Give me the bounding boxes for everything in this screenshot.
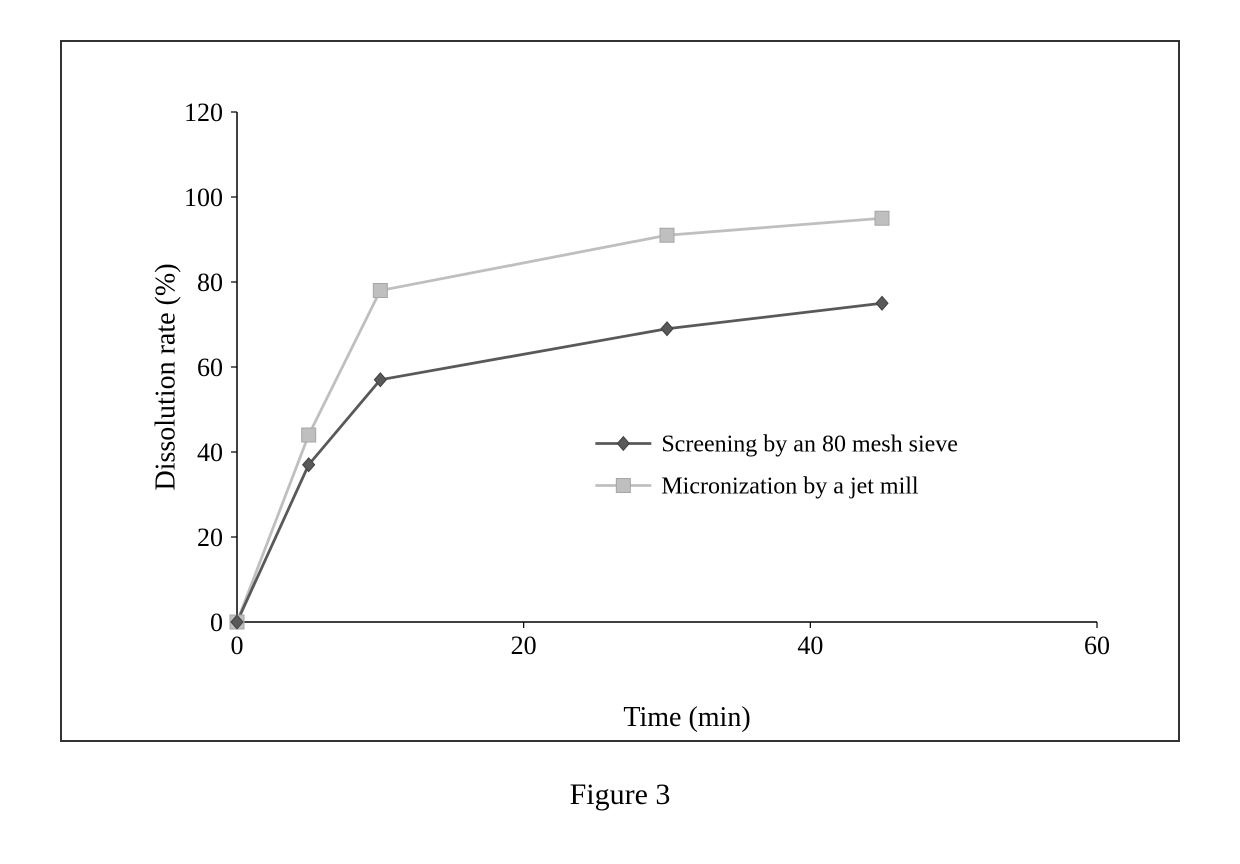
chart-frame: Dissolution rate (%) 0 20 40 60 0 20 40 60 80 100… <box>60 40 1180 742</box>
legend-label: Screening by an 80 mesh sieve <box>661 432 958 458</box>
y-tick-label: 40 <box>197 438 223 467</box>
y-tick-label: 120 <box>184 98 223 127</box>
x-axis-label: Time (min) <box>237 702 1137 734</box>
y-tick-label: 80 <box>197 268 223 297</box>
series-line <box>237 303 882 622</box>
chart-svg: 0204060020406080100120Screening by an 80… <box>237 102 1137 662</box>
square-marker <box>875 211 889 225</box>
square-marker <box>373 284 387 298</box>
square-marker <box>660 228 674 242</box>
y-axis-label-wrap: Dissolution rate (%) <box>147 97 187 657</box>
diamond-marker <box>876 296 888 310</box>
square-marker <box>302 428 316 442</box>
y-tick-label: 60 <box>197 353 223 382</box>
page: Dissolution rate (%) 0 20 40 60 0 20 40 60 80 100… <box>0 0 1240 864</box>
figure-caption: Figure 3 <box>0 778 1240 812</box>
x-tick-label: 20 <box>511 631 537 660</box>
square-marker <box>616 479 630 493</box>
y-tick-label: 20 <box>197 523 223 552</box>
y-tick-label: 0 <box>210 608 223 637</box>
x-tick-label: 0 <box>231 631 244 660</box>
legend-label: Micronization by a jet mill <box>661 474 919 500</box>
y-tick-label: 100 <box>184 183 223 212</box>
diamond-marker <box>617 437 629 451</box>
plot-area: 0204060020406080100120Screening by an 80… <box>237 102 1137 662</box>
series-line <box>237 218 882 622</box>
diamond-marker <box>661 322 673 336</box>
x-tick-label: 60 <box>1084 631 1110 660</box>
x-tick-label: 40 <box>797 631 823 660</box>
y-axis-label: Dissolution rate (%) <box>151 263 183 490</box>
